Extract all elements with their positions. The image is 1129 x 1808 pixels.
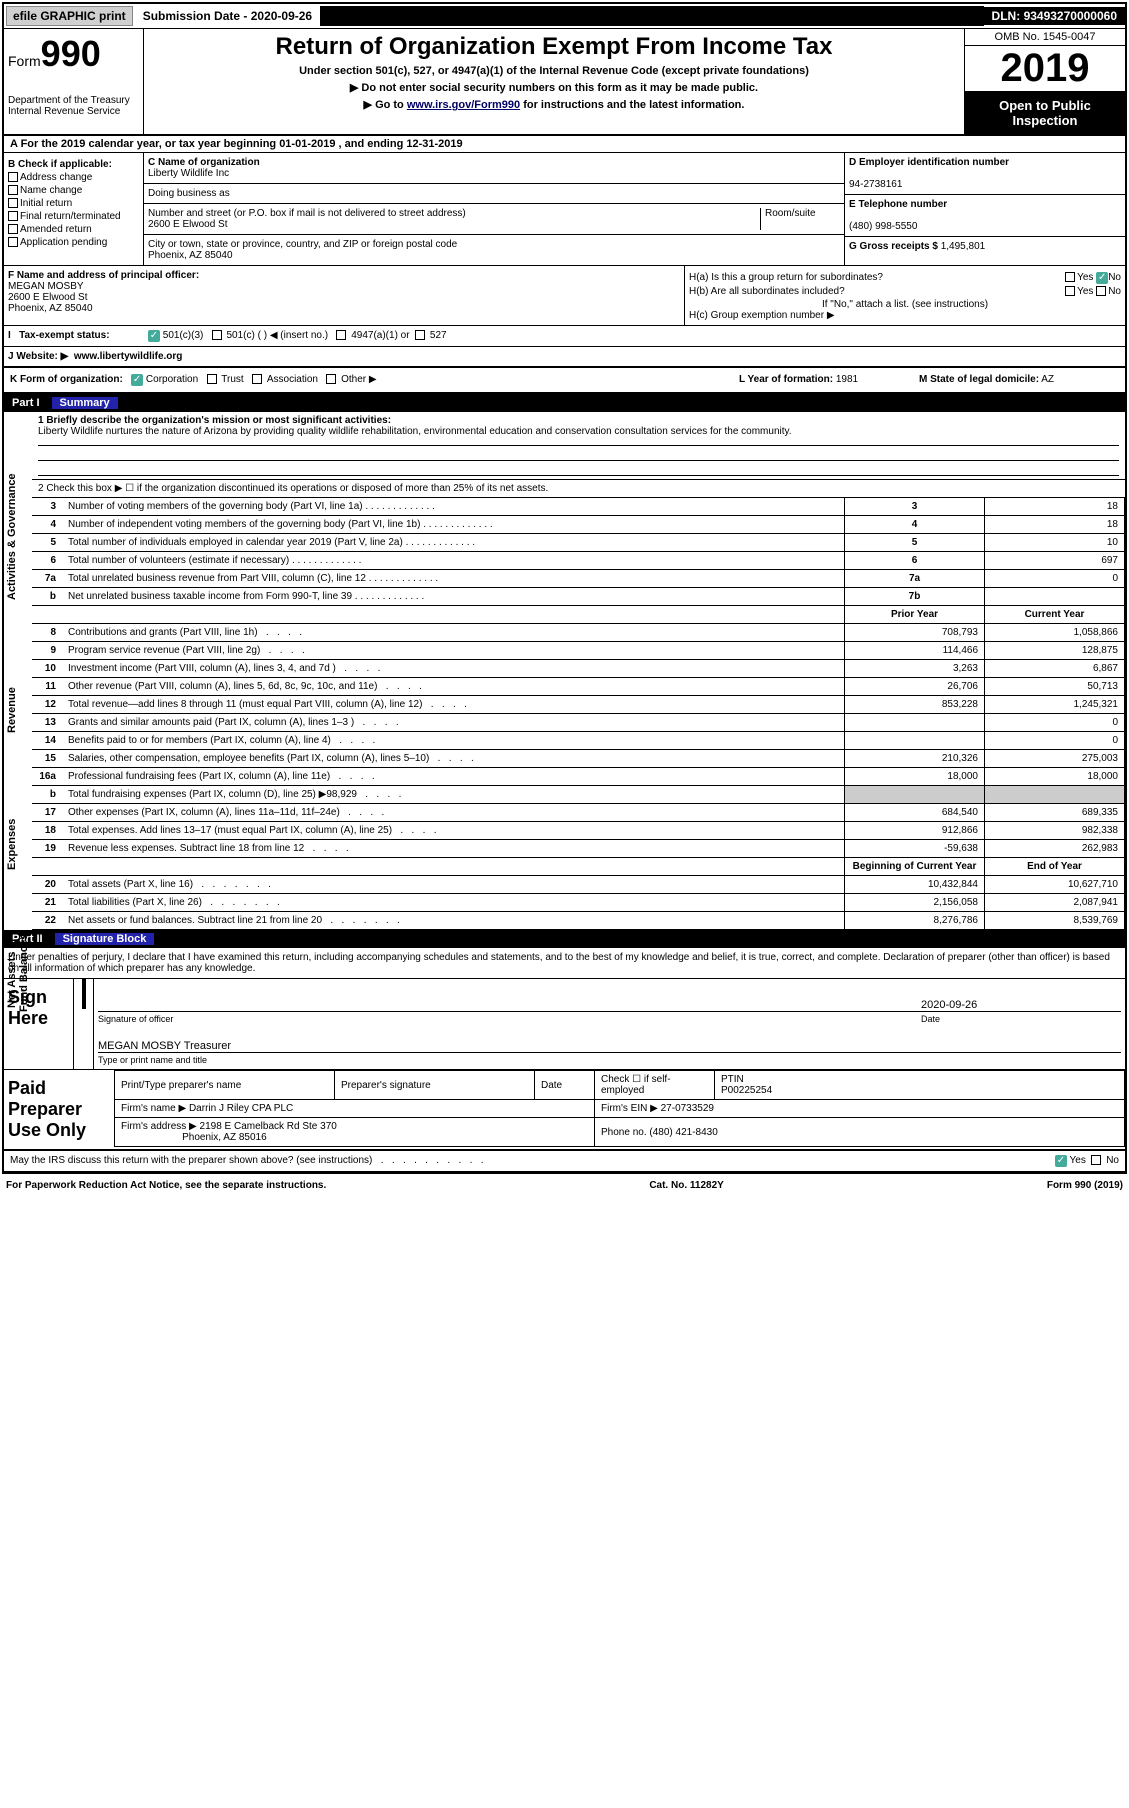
subtitle: Under section 501(c), 527, or 4947(a)(1)…	[148, 65, 960, 77]
dln: DLN: 93493270000060	[984, 7, 1125, 25]
irs-link[interactable]: www.irs.gov/Form990	[407, 99, 520, 111]
assoc-check[interactable]	[252, 374, 262, 384]
discuss-no[interactable]	[1091, 1155, 1101, 1165]
vert-exp: Expenses	[6, 764, 18, 924]
4947-check[interactable]	[336, 330, 346, 340]
title-cell: Return of Organization Exempt From Incom…	[144, 29, 965, 134]
year-cell: OMB No. 1545-0047 2019 Open to Public In…	[965, 29, 1125, 134]
line-j: J Website: ▶ www.libertywildlife.org	[4, 347, 1125, 368]
header-row: Form990 Department of the Treasury Inter…	[4, 29, 1125, 136]
vert-gov: Activities & Governance	[6, 422, 18, 652]
submission-date: Submission Date - 2020-09-26	[135, 7, 320, 25]
checkbox-name[interactable]	[8, 185, 18, 195]
vert-net: Net Assets or Fund Balances	[6, 928, 30, 1018]
hb-yes[interactable]	[1065, 286, 1075, 296]
note-2: ▶ Go to www.irs.gov/Form990 for instruct…	[148, 98, 960, 111]
preparer-section: Paid Preparer Use Only Print/Type prepar…	[4, 1070, 1125, 1151]
ha-yes[interactable]	[1065, 272, 1075, 282]
dept-label: Department of the Treasury Internal Reve…	[8, 95, 139, 117]
preparer-table: Print/Type preparer's name Preparer's si…	[114, 1070, 1125, 1147]
form-id-cell: Form990 Department of the Treasury Inter…	[4, 29, 144, 134]
summary-table: 1 Briefly describe the organization's mi…	[32, 412, 1125, 930]
col-gh: H(a) Is this a group return for subordin…	[685, 266, 1125, 325]
checkbox-amended[interactable]	[8, 224, 18, 234]
line-k: K Form of organization: ✓ Corporation Tr…	[4, 368, 1125, 394]
main-title: Return of Organization Exempt From Incom…	[148, 33, 960, 61]
part1-header: Part I Summary	[4, 394, 1125, 412]
checkbox-pending[interactable]	[8, 237, 18, 247]
part2-text: Under penalties of perjury, I declare th…	[4, 948, 1125, 979]
checkbox-address[interactable]	[8, 172, 18, 182]
preparer-label: Paid Preparer Use Only	[4, 1070, 114, 1149]
501c-check[interactable]	[212, 330, 222, 340]
discuss-row: May the IRS discuss this return with the…	[4, 1151, 1125, 1172]
col-b: B Check if applicable: Address change Na…	[4, 153, 144, 265]
omb: OMB No. 1545-0047	[965, 29, 1125, 46]
col-f: F Name and address of principal officer:…	[4, 266, 685, 325]
ha-no-check: ✓	[1096, 272, 1108, 284]
sign-section: Sign Here 2020-09-26 Signature of office…	[4, 979, 1125, 1070]
part2-header: Part II Signature Block	[4, 930, 1125, 948]
footer: For Paperwork Reduction Act Notice, see …	[0, 1176, 1129, 1195]
col-c: C Name of organizationLiberty Wildlife I…	[144, 153, 845, 265]
sign-arrow-icon	[82, 979, 93, 1009]
col-de: D Employer identification number94-27381…	[845, 153, 1125, 265]
section-bcd: B Check if applicable: Address change Na…	[4, 153, 1125, 266]
note-1: ▶ Do not enter social security numbers o…	[148, 81, 960, 94]
tax-year: 2019	[965, 46, 1125, 92]
section-fgh: F Name and address of principal officer:…	[4, 266, 1125, 326]
527-check[interactable]	[415, 330, 425, 340]
top-bar: efile GRAPHIC print Submission Date - 20…	[4, 4, 1125, 29]
trust-check[interactable]	[207, 374, 217, 384]
vert-rev: Revenue	[6, 660, 18, 760]
checkbox-initial[interactable]	[8, 198, 18, 208]
corp-check: ✓	[131, 374, 143, 386]
501c3-check: ✓	[148, 330, 160, 342]
form-990-container: efile GRAPHIC print Submission Date - 20…	[2, 2, 1127, 1174]
efile-print-button[interactable]: efile GRAPHIC print	[6, 6, 133, 26]
checkbox-final[interactable]	[8, 211, 18, 221]
discuss-yes-check: ✓	[1055, 1155, 1067, 1167]
other-check[interactable]	[326, 374, 336, 384]
top-black-bar	[320, 6, 983, 26]
line-i: I Tax-exempt status: ✓ 501(c)(3) 501(c) …	[4, 326, 1125, 347]
line-a: A For the 2019 calendar year, or tax yea…	[4, 136, 1125, 153]
hb-no[interactable]	[1096, 286, 1106, 296]
open-public: Open to Public Inspection	[965, 92, 1125, 134]
sign-body: 2020-09-26 Signature of officerDate MEGA…	[94, 979, 1125, 1069]
part1-body: Activities & Governance Revenue Expenses…	[4, 412, 1125, 930]
